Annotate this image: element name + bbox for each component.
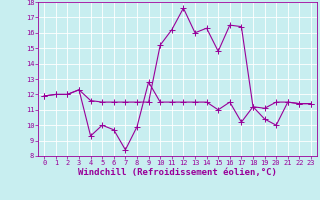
X-axis label: Windchill (Refroidissement éolien,°C): Windchill (Refroidissement éolien,°C) (78, 168, 277, 177)
